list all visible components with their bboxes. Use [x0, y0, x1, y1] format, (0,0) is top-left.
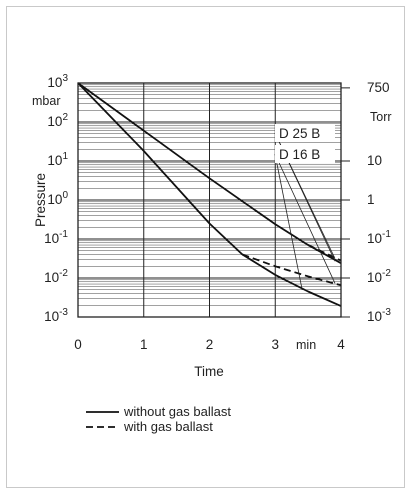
annotation-leader-line	[274, 153, 303, 290]
legend-label: with gas ballast	[123, 419, 213, 434]
figure-border	[6, 6, 405, 488]
x-tick-label: 4	[337, 337, 345, 352]
series-line-2	[307, 244, 342, 262]
x-tick-label: 1	[140, 337, 148, 352]
annotation-leader-line	[274, 153, 336, 284]
right-axis-tick-label: 10	[367, 153, 382, 168]
x-tick-label: 2	[206, 337, 214, 352]
y-unit-label: mbar	[32, 94, 60, 108]
annotation-label: D 25 B	[279, 126, 320, 141]
annotation-label: D 16 B	[279, 147, 320, 162]
x-tick-label: 3	[271, 337, 279, 352]
legend-label: without gas ballast	[123, 404, 231, 419]
right-axis-tick-label: 1	[367, 192, 375, 207]
y-axis-label: Pressure	[33, 173, 48, 227]
series-group	[77, 82, 342, 307]
series-line-3	[242, 253, 342, 287]
x-unit-label: min	[296, 338, 316, 352]
x-axis-label: Time	[194, 364, 224, 379]
right-axis-tick-label: 750	[367, 80, 390, 95]
annotation-backdrop	[275, 124, 335, 142]
annotation-backdrop	[275, 145, 335, 163]
annotations: D 25 B D 16 B	[275, 124, 335, 163]
x-tick-label: 0	[74, 337, 82, 352]
right-axis-unit-label: Torr	[370, 110, 392, 124]
